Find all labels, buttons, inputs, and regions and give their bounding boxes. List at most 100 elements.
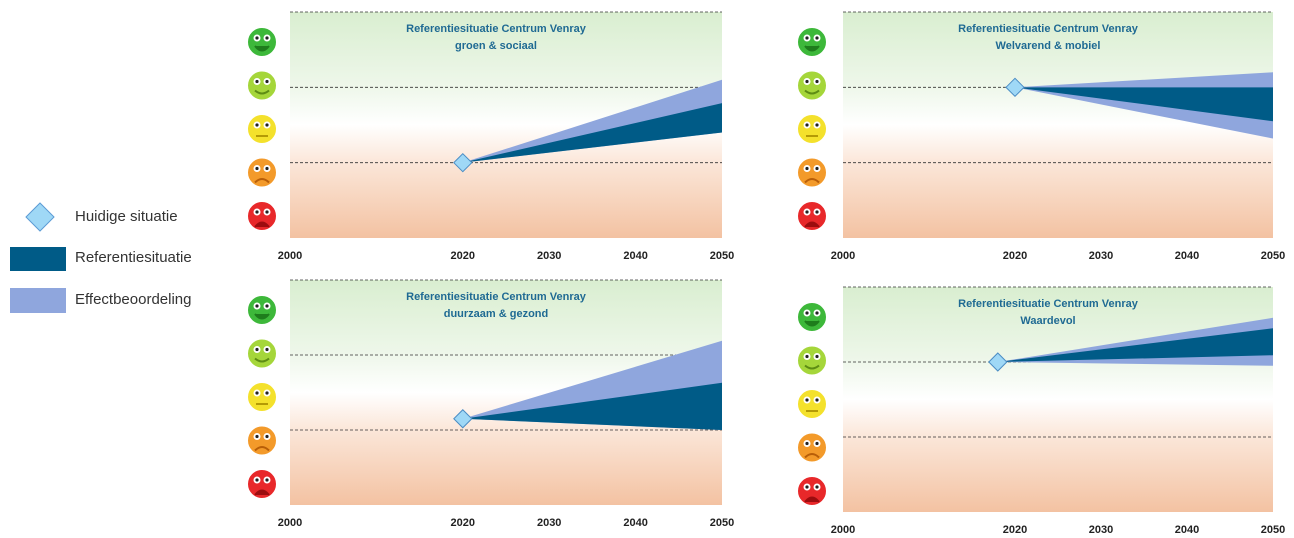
current-marker (453, 409, 473, 429)
reference-band (462, 103, 722, 163)
chart-subtitle: duurzaam & gezond (444, 308, 549, 320)
smiley-mouth (254, 446, 270, 452)
smiley-pupil (805, 398, 809, 402)
chart-title: Referentiesituatie Centrum Venray (958, 298, 1139, 310)
smiley-pupil (805, 441, 809, 446)
smiley (796, 301, 828, 333)
smiley (796, 200, 828, 232)
x-tick-label: 2040 (1175, 524, 1199, 536)
chart-title: Referentiesituatie Centrum Venray (958, 23, 1139, 35)
smiley-pupil (805, 166, 809, 171)
x-tick-label: 2020 (451, 250, 475, 262)
x-tick-label: 2030 (537, 250, 561, 262)
smiley-pupil (805, 485, 809, 489)
smiley-mouth (804, 89, 820, 95)
legend-label: Huidige situatie (75, 208, 178, 225)
x-tick-label: 2020 (1003, 250, 1027, 262)
x-tick-label: 2050 (710, 250, 734, 262)
plot-background (843, 12, 1273, 238)
x-tick-label: 2030 (1089, 524, 1113, 536)
smiley-mouth (804, 178, 820, 184)
smiley-mouth (254, 489, 270, 496)
smiley-pupil (805, 79, 809, 84)
smiley-pupil (815, 166, 819, 171)
smiley-pupil (255, 166, 259, 171)
smiley (246, 337, 278, 370)
smiley-pupil (255, 123, 259, 127)
x-tick-label: 2000 (831, 524, 855, 536)
smiley-pupil (815, 79, 819, 84)
reference-band (462, 382, 722, 430)
smiley-pupil (255, 210, 259, 214)
x-tick-label: 2020 (451, 517, 475, 529)
smiley-pupil (805, 354, 809, 359)
current-marker (988, 352, 1008, 372)
reference-band (1015, 87, 1273, 122)
legend-marker (10, 247, 66, 271)
smiley-face (796, 156, 828, 189)
smiley-pupil (265, 347, 269, 352)
chart-title: Referentiesituatie Centrum Venray (406, 291, 587, 303)
x-tick-label: 2050 (1261, 524, 1285, 536)
legend-marker (25, 202, 55, 232)
smiley-face (246, 337, 278, 370)
smiley-pupil (805, 210, 809, 214)
smiley-mouth (254, 357, 270, 363)
smiley-mouth (254, 313, 270, 320)
x-tick-label: 2020 (1003, 524, 1027, 536)
smiley (246, 26, 278, 58)
plot-background (843, 287, 1273, 512)
smiley-face (246, 381, 278, 413)
smiley-face (246, 26, 278, 58)
smiley (246, 156, 278, 189)
smiley-mouth (254, 45, 270, 52)
smiley-pupil (255, 478, 259, 482)
reference-band (997, 328, 1273, 362)
smiley (246, 424, 278, 457)
smiley-pupil (815, 36, 819, 40)
x-tick-label: 2000 (278, 250, 302, 262)
smiley-mouth (804, 453, 820, 459)
smiley-face (246, 113, 278, 145)
smiley-face (246, 200, 278, 232)
chart-subtitle: groen & sociaal (455, 40, 537, 52)
smiley-face (796, 388, 828, 420)
smiley-pupil (255, 347, 259, 352)
smiley-mouth (804, 221, 820, 228)
smiley-face (796, 26, 828, 58)
smiley (246, 69, 278, 102)
smiley (246, 294, 278, 326)
chart-subtitle: Welvarend & mobiel (996, 40, 1101, 52)
legend-label: Effectbeoordeling (75, 291, 191, 308)
smiley-face (246, 69, 278, 102)
smiley-pupil (805, 36, 809, 40)
smiley-pupil (805, 311, 809, 315)
chart-subtitle: Waardevol (1020, 315, 1075, 327)
smiley-mouth (254, 221, 270, 228)
smiley-mouth (804, 320, 820, 327)
smiley-face (796, 475, 828, 507)
smiley (796, 431, 828, 464)
smiley-pupil (265, 304, 269, 308)
legend-marker (10, 288, 66, 313)
smiley-mouth (254, 89, 270, 95)
x-tick-label: 2040 (623, 517, 647, 529)
smiley (246, 200, 278, 232)
x-tick-label: 2050 (1261, 250, 1285, 262)
smiley-face (246, 424, 278, 457)
smiley-pupil (255, 304, 259, 308)
smiley-pupil (265, 434, 269, 439)
smiley-face (796, 344, 828, 377)
smiley (796, 69, 828, 102)
smiley-pupil (255, 434, 259, 439)
smiley-mouth (254, 178, 270, 184)
smiley-pupil (815, 210, 819, 214)
smiley-pupil (265, 79, 269, 84)
smiley (246, 468, 278, 500)
chart-title: Referentiesituatie Centrum Venray (406, 23, 587, 35)
smiley-pupil (815, 398, 819, 402)
smiley-face (246, 294, 278, 326)
smiley (246, 381, 278, 413)
x-tick-label: 2040 (623, 250, 647, 262)
